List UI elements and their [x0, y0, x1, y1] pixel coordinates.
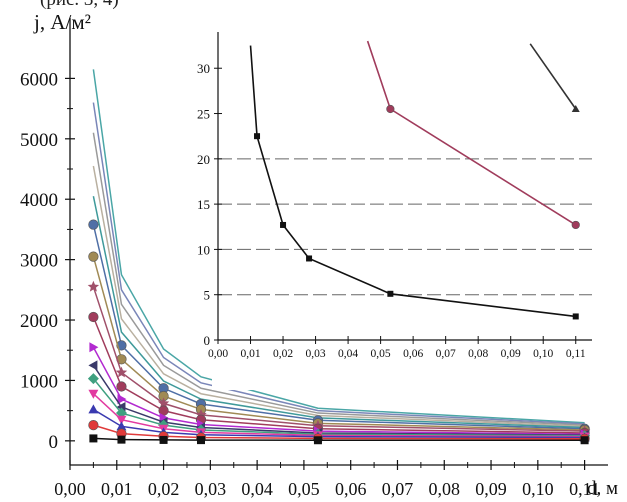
- inset-x-tick-label: 0,01: [240, 348, 260, 360]
- inset-x-tick-label: 0,07: [436, 348, 456, 360]
- main-series-line: [92, 346, 585, 435]
- main-x-tick-label: 0,10: [522, 479, 554, 499]
- main-data-point: [88, 420, 99, 431]
- main-data-point: [87, 373, 99, 385]
- main-y-tick-label: 0: [49, 432, 59, 453]
- inset-x-tick-label: 0,06: [403, 348, 423, 360]
- main-data-point: [88, 404, 99, 414]
- main-y-tick-label: 2000: [20, 311, 58, 332]
- inset-data-point: [254, 133, 261, 140]
- inset-x-tick-label: 0,03: [306, 348, 326, 360]
- inset-x-tick-label: 0,09: [501, 348, 521, 360]
- main-data-point: [115, 366, 128, 378]
- main-data-point: [580, 436, 589, 445]
- main-data-point: [116, 381, 127, 392]
- main-y-tick-label: 6000: [20, 69, 58, 90]
- inset-data-point: [280, 221, 287, 228]
- inset-x-tick-label: 0,08: [468, 348, 488, 360]
- inset-x-tick-label: 0,11: [566, 348, 586, 360]
- inset-y-tick-label: 10: [197, 242, 210, 257]
- main-data-point: [157, 397, 170, 409]
- inset-data-point: [306, 255, 313, 262]
- cropped-caption-text: (рис. 3, 4): [40, 0, 119, 11]
- main-x-tick-label: 0,11: [569, 479, 600, 499]
- inset-y-tick-label: 0: [204, 333, 211, 348]
- main-x-tick-label: 0,04: [241, 479, 273, 499]
- main-series-line: [92, 224, 585, 430]
- main-series-line: [92, 196, 585, 429]
- main-data-point: [89, 342, 99, 353]
- main-x-tick-label: 0,08: [429, 479, 461, 499]
- main-data-point: [117, 435, 126, 444]
- inset-y-tick-label: 25: [197, 107, 210, 122]
- main-data-point: [116, 421, 127, 431]
- main-series-line: [92, 69, 585, 424]
- main-y-tick-label: 4000: [20, 190, 58, 211]
- inset-x-tick-label: 0,02: [273, 348, 293, 360]
- main-x-tick-label: 0,03: [195, 479, 227, 499]
- main-data-point: [196, 436, 205, 445]
- main-x-tick-label: 0,07: [382, 479, 414, 499]
- inset-data-point: [572, 313, 579, 320]
- main-x-tick-label: 0,09: [475, 479, 507, 499]
- main-y-tick-label: 1000: [20, 371, 58, 392]
- main-series-line: [92, 393, 585, 438]
- inset-series-line: [249, 45, 576, 318]
- main-series-line: [92, 316, 585, 434]
- main-series-line: [92, 256, 585, 431]
- inset-data-point: [571, 105, 580, 112]
- main-series-line: [92, 102, 585, 425]
- main-x-tick-label: 0,06: [335, 479, 367, 499]
- inset-x-tick-label: 0,05: [371, 348, 391, 360]
- inset-y-tick-label: 5: [204, 288, 211, 303]
- main-data-point: [313, 436, 322, 445]
- x-axis-label: d, м: [587, 478, 619, 499]
- inset-data-point: [386, 104, 395, 114]
- inset-x-tick-label: 0,04: [338, 348, 358, 360]
- inset-y-tick-label: 30: [197, 61, 210, 76]
- main-x-tick-label: 0,02: [148, 479, 180, 499]
- main-data-point: [89, 434, 98, 443]
- main-series-line: [93, 408, 585, 439]
- inset-x-tick-label: 0,00: [208, 348, 228, 360]
- main-series-line: [92, 165, 585, 428]
- main-y-tick-label: 3000: [20, 251, 58, 272]
- main-x-tick-label: 0,05: [288, 479, 320, 499]
- inset-y-tick-label: 20: [197, 152, 210, 167]
- main-x-tick-label: 0,01: [101, 479, 133, 499]
- main-data-point: [117, 394, 127, 405]
- main-data-point: [159, 435, 168, 444]
- main-data-point: [88, 311, 99, 323]
- main-y-tick-label: 5000: [20, 130, 58, 151]
- main-x-tick-label: 0,00: [54, 479, 86, 499]
- main-data-point: [87, 280, 100, 292]
- main-data-point: [88, 251, 99, 262]
- inset-data-point: [387, 290, 394, 297]
- inset-x-tick-label: 0,10: [533, 348, 553, 360]
- main-series-line: [93, 437, 585, 441]
- main-data-point: [88, 389, 99, 399]
- main-series-line: [92, 364, 585, 436]
- main-data-point: [116, 415, 127, 425]
- main-data-point: [88, 360, 98, 371]
- main-series-line: [92, 132, 585, 426]
- main-series-line: [92, 378, 585, 437]
- inset-data-point: [571, 220, 580, 230]
- inset-y-tick-label: 15: [197, 197, 210, 212]
- main-series-line: [92, 286, 585, 432]
- inset-series-line: [529, 43, 577, 110]
- main-data-point: [88, 219, 99, 230]
- y-axis-label: j, А/м²: [34, 10, 91, 34]
